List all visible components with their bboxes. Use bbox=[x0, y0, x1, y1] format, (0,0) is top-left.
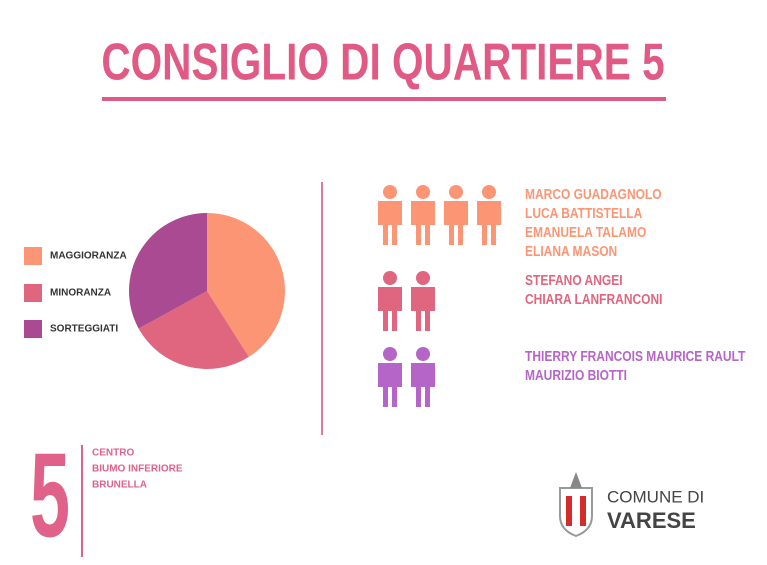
person-head bbox=[416, 271, 430, 285]
member-name: LUCA BATTISTELLA bbox=[525, 205, 642, 222]
person-head bbox=[383, 347, 397, 361]
logo-crown bbox=[570, 472, 582, 488]
person-head bbox=[383, 185, 397, 199]
person-body bbox=[378, 201, 402, 245]
logo: COMUNE DI VARESE bbox=[559, 472, 704, 538]
member-name: MARCO GUADAGNOLO bbox=[525, 186, 662, 203]
legend-swatch bbox=[24, 247, 42, 265]
person-body bbox=[444, 201, 468, 245]
person-body bbox=[477, 201, 501, 245]
pie-slice bbox=[207, 213, 285, 357]
legend-label: MINORANZA bbox=[50, 288, 111, 299]
logo-line2: VARESE bbox=[607, 508, 696, 533]
member-name: EMANUELA TALAMO bbox=[525, 224, 646, 241]
title-underline bbox=[102, 97, 666, 101]
person-body bbox=[411, 287, 435, 331]
person-body bbox=[411, 363, 435, 407]
district-area: CENTRO bbox=[92, 448, 134, 459]
logo-line1: COMUNE DI bbox=[607, 487, 704, 506]
district-area: BRUNELLA bbox=[92, 480, 147, 491]
pie-slice bbox=[128, 213, 207, 329]
person-head bbox=[416, 347, 430, 361]
member-name: CHIARA LANFRANCONI bbox=[525, 291, 663, 308]
legend-label: SORTEGGIATI bbox=[50, 324, 118, 335]
person-head bbox=[449, 185, 463, 199]
person-body bbox=[378, 287, 402, 331]
pie-slice bbox=[138, 291, 249, 369]
legend-swatch bbox=[24, 284, 42, 302]
person-body bbox=[378, 363, 402, 407]
district-area: BIUMO INFERIORE bbox=[92, 464, 183, 475]
member-name: THIERRY FRANCOIS MAURICE RAULT bbox=[525, 348, 746, 365]
legend-label: MAGGIORANZA bbox=[50, 251, 127, 262]
logo-stripe-white bbox=[572, 496, 580, 526]
person-head bbox=[383, 271, 397, 285]
person-body bbox=[411, 201, 435, 245]
person-head bbox=[482, 185, 496, 199]
member-name: STEFANO ANGEI bbox=[525, 272, 623, 289]
district-number: 5 bbox=[30, 428, 70, 563]
person-head bbox=[416, 185, 430, 199]
title: CONSIGLIO DI QUARTIERE 5 bbox=[101, 33, 664, 91]
member-name: MAURIZIO BIOTTI bbox=[525, 367, 627, 384]
member-name: ELIANA MASON bbox=[525, 243, 617, 260]
legend-swatch bbox=[24, 320, 42, 338]
